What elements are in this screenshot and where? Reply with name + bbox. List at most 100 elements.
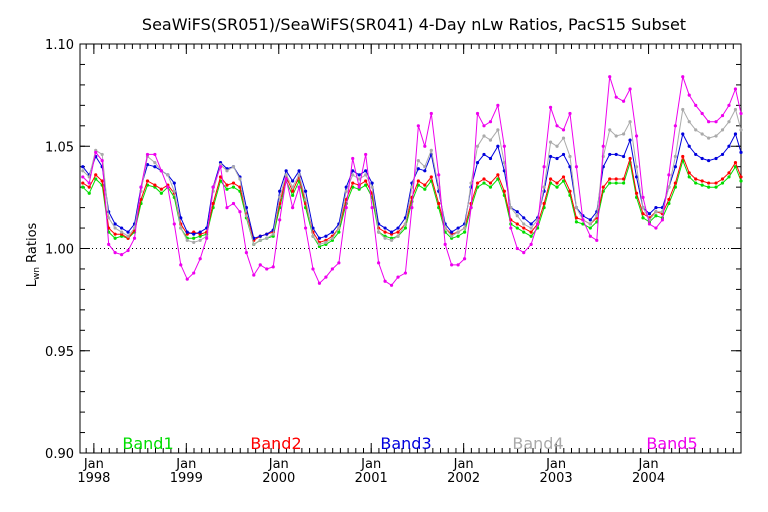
x-tick-year: 1998 [77,471,110,486]
data-point [522,222,526,226]
data-point [555,144,559,148]
data-point [81,185,85,189]
legend-entry: Band5 [646,434,697,453]
data-point [192,236,196,240]
data-point [502,144,506,148]
x-tick-month: Jan [545,457,566,472]
data-point [450,263,454,267]
data-point [667,185,671,189]
data-point [166,173,170,177]
data-point [515,226,519,230]
data-point [496,128,500,132]
data-point [198,230,202,234]
data-point [450,230,454,234]
data-point [720,181,725,185]
data-point [694,177,698,181]
data-point [641,212,645,216]
data-point [81,175,85,179]
data-point [450,234,454,238]
data-point [488,185,493,189]
data-point [475,181,480,185]
legend-entry: Band1 [122,434,173,453]
data-point [687,93,691,97]
data-point [581,222,585,226]
data-point [87,181,91,185]
x-tick-year: 2004 [632,471,665,486]
data-point [416,124,420,128]
data-point [389,230,394,234]
data-point [482,124,486,128]
data-point [166,185,170,189]
data-point [568,189,572,193]
data-point [456,226,460,230]
data-point [364,169,368,173]
data-point [211,185,215,189]
data-point [317,281,322,285]
data-point [654,226,658,230]
data-point [687,120,691,124]
data-point [291,189,295,193]
data-point [423,144,427,148]
data-point [377,230,381,234]
data-point [628,138,632,142]
data-point [271,232,275,236]
data-point [337,261,341,265]
data-point [462,226,467,230]
plot-frame [79,43,742,454]
data-point [324,275,328,279]
data-point [429,111,433,116]
data-point [423,165,427,169]
data-point [172,181,176,185]
data-point [231,165,236,169]
data-point [231,201,236,206]
data-point [714,181,718,185]
data-point [389,238,394,242]
data-point [145,179,150,183]
data-point [258,234,262,238]
data-point [614,181,618,185]
data-point [628,156,632,161]
x-tick-year: 2000 [262,471,295,486]
data-point [351,181,355,185]
data-point [595,214,599,218]
data-point [357,185,361,189]
x-tick-year: 2001 [355,471,388,486]
data-point [437,201,441,206]
y-axis-label-rest: Ratios [25,222,40,267]
data-point [681,75,685,79]
data-point [278,189,282,193]
data-point [344,189,348,193]
data-point [621,154,626,159]
data-point [681,154,685,159]
data-point [469,181,473,185]
data-point [416,179,420,183]
data-point [488,120,493,124]
data-point [324,240,328,244]
data-point [317,242,322,247]
data-point [185,277,189,281]
data-point [574,165,579,169]
data-point [145,163,150,167]
data-point [542,165,546,169]
data-point [714,120,718,124]
data-point [278,218,282,222]
data-point [555,124,559,128]
data-point [641,206,645,210]
data-point [739,111,743,116]
data-point [403,271,408,275]
data-point [707,158,711,163]
data-point [621,177,626,181]
data-point [714,134,718,138]
data-point [179,226,183,230]
data-point [337,230,341,234]
data-point [529,222,533,226]
data-point [159,169,163,173]
data-point [667,197,671,202]
x-tick-year: 2003 [540,471,573,486]
data-point [126,248,130,253]
data-point [297,185,301,189]
data-point [608,152,612,157]
data-point [727,103,731,107]
data-point [330,267,334,271]
data-point [429,148,433,152]
